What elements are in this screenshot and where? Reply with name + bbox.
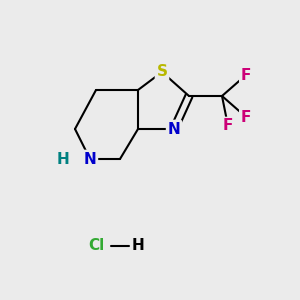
Text: H: H [57, 152, 69, 166]
Text: F: F [223, 118, 233, 134]
Text: F: F [241, 68, 251, 82]
Text: Cl: Cl [88, 238, 104, 253]
Text: F: F [241, 110, 251, 124]
Text: H: H [132, 238, 144, 253]
Text: S: S [157, 64, 167, 80]
Text: N: N [84, 152, 96, 166]
Text: N: N [168, 122, 180, 136]
